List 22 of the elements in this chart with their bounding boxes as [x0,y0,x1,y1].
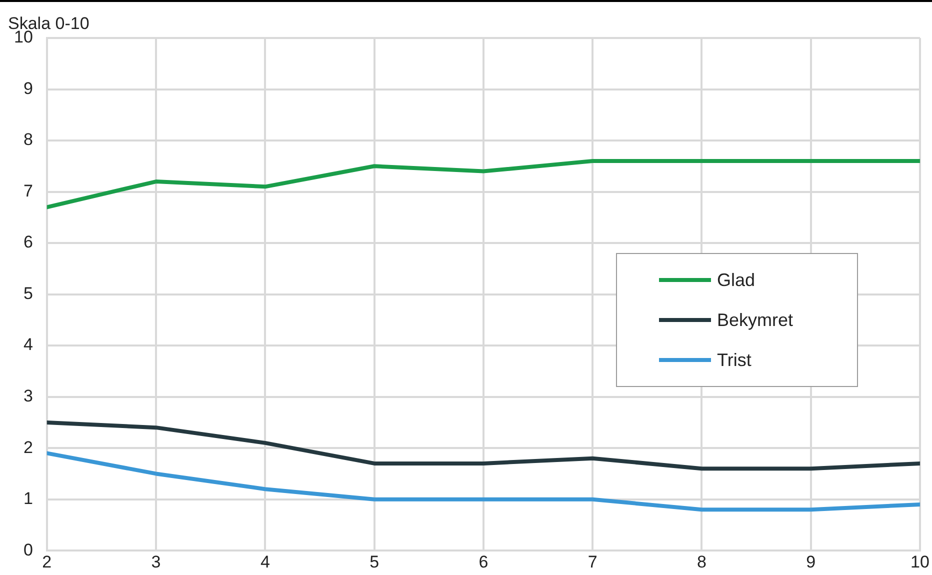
x-tick-label: 3 [151,552,161,572]
x-tick-label: 7 [588,552,598,572]
x-tick-label: 10 [910,552,930,572]
x-tick-label: 2 [42,552,52,572]
y-tick-label: 6 [23,232,33,252]
legend-label: Bekymret [717,310,794,330]
legend-label: Trist [717,350,752,370]
x-tick-label: 8 [696,552,706,572]
y-tick-label: 3 [23,386,33,406]
y-tick-label: 1 [23,489,33,508]
y-tick-label: 4 [23,335,33,354]
x-tick-label: 6 [478,552,488,572]
y-tick-label: 7 [23,181,33,200]
x-tick-label: 9 [806,552,816,572]
y-tick-label: 9 [23,78,33,98]
y-tick-label: 5 [23,284,33,303]
legend-label: Glad [717,270,756,290]
y-tick-label: 2 [23,438,33,457]
x-tick-label: 4 [260,552,270,572]
y-tick-label: 8 [23,130,33,150]
y-tick-label: 0 [23,540,33,560]
x-tick-label: 5 [370,552,380,572]
